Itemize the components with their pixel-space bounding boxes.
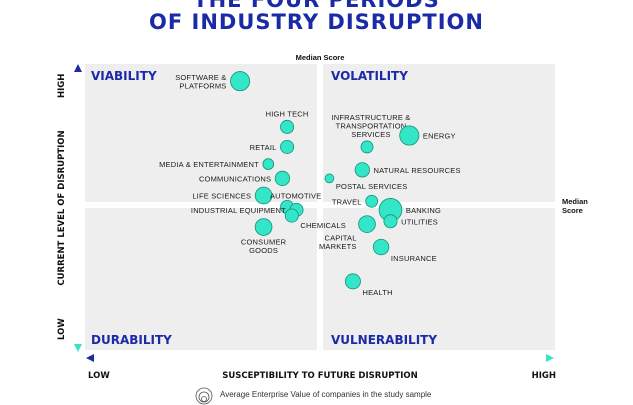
y-axis-arrow-high-head — [74, 64, 82, 72]
label-chemicals: CHEMICALS — [300, 221, 346, 230]
label-consumer-goods-line-2: GOODS — [249, 246, 278, 255]
y-axis-high-label: HIGH — [57, 74, 67, 98]
quadrant-bg-top-right — [323, 64, 555, 202]
label-communications: COMMUNICATIONS — [199, 174, 271, 183]
bubble-layer: SOFTWARE &PLATFORMS HIGH TECH RETAIL MEDIA … — [159, 71, 461, 297]
chart-title-line-1: THE FOUR PERIODS — [193, 0, 440, 12]
label-retail: RETAIL — [250, 143, 277, 152]
legend-note: Average Enterprise Value of companies in… — [220, 390, 432, 399]
label-natural-resources: NATURAL RESOURCES — [374, 166, 461, 175]
x-axis-high-label: HIGH — [532, 371, 556, 381]
label-postal-services: POSTAL SERVICES — [336, 182, 408, 191]
bubble-communications — [274, 170, 290, 186]
label-life-sciences: LIFE SCIENCES — [192, 192, 251, 201]
label-banking: BANKING — [406, 206, 441, 215]
x-axis-arrow-low-head — [86, 354, 94, 362]
median-y-label-line-1: Median — [562, 197, 588, 206]
x-axis-title: SUSCEPTIBILITY TO FUTURE DISRUPTION — [222, 371, 418, 381]
label-utilities: UTILITIES — [401, 217, 438, 226]
median-x-label: Median Score — [296, 53, 345, 62]
quadrant-bg-bottom-right — [323, 208, 555, 350]
label-industrial-equipment: INDUSTRIAL EQUIPMENT — [191, 206, 286, 215]
label-health: HEALTH — [362, 288, 392, 297]
quadrant-title-vulnerability: VULNERABILITY — [331, 333, 437, 347]
bubble-health — [344, 273, 361, 290]
enterprise-value-icon — [195, 387, 213, 405]
bubble-media-and-entertainment — [262, 158, 275, 170]
bubble-natural-resources — [354, 162, 370, 178]
bubble-postal-services — [324, 173, 335, 184]
label-media-and-entertainment: MEDIA & ENTERTAINMENT — [159, 160, 259, 169]
bubble-insurance — [372, 238, 390, 256]
bubble-high-tech — [280, 119, 295, 134]
label-travel: TRAVEL — [332, 197, 362, 206]
label-infrastructure-and-transportation-services-line-1: INFRASTRUCTURE & — [331, 113, 410, 122]
bubble-retail — [280, 139, 295, 154]
bubble-life-sciences — [254, 186, 273, 205]
x-axis-arrow-high-head — [546, 354, 554, 362]
quadrant-title-durability: DURABILITY — [91, 333, 172, 347]
median-y-label-line-2: Score — [562, 206, 583, 215]
bubble-consumer-goods — [254, 218, 273, 236]
label-energy: ENERGY — [423, 132, 456, 141]
label-capital-markets-line-2: MARKETS — [319, 242, 357, 251]
x-axis-low-label: LOW — [88, 371, 110, 381]
label-software-and-platforms-line-2: PLATFORMS — [179, 81, 226, 90]
label-consumer-goods-line-1: CONSUMER — [241, 237, 287, 246]
label-automotive: AUTOMOTIVE — [270, 191, 321, 200]
label-infrastructure-and-transportation-services-line-2: TRANSPORTATION — [336, 121, 407, 130]
label-high-tech: HIGH TECH — [266, 109, 309, 118]
y-axis-low-label: LOW — [57, 318, 67, 340]
y-axis-arrow-low-head — [74, 344, 82, 352]
chart-title-line-2: OF INDUSTRY DISRUPTION — [149, 10, 484, 34]
bubble-travel — [365, 194, 379, 208]
quadrant-bg-bottom-left — [85, 208, 317, 350]
bubble-energy — [399, 125, 420, 146]
label-capital-markets-line-1: CAPITAL — [324, 234, 356, 243]
bubble-chemicals — [284, 208, 299, 223]
bubble-software-and-platforms — [230, 71, 251, 92]
quadrant-title-volatility: VOLATILITY — [331, 69, 408, 83]
label-insurance: INSURANCE — [391, 254, 437, 263]
y-axis-title: CURRENT LEVEL OF DISRUPTION — [57, 130, 67, 285]
label-infrastructure-and-transportation-services-line-3: SERVICES — [351, 130, 390, 139]
bubble-capital-markets — [358, 215, 376, 233]
bubble-infrastructure-and-transportation-services — [360, 140, 374, 154]
label-software-and-platforms-line-1: SOFTWARE & — [175, 73, 226, 82]
bubble-utilities — [383, 214, 398, 229]
quadrant-title-viability: VIABILITY — [91, 69, 157, 83]
